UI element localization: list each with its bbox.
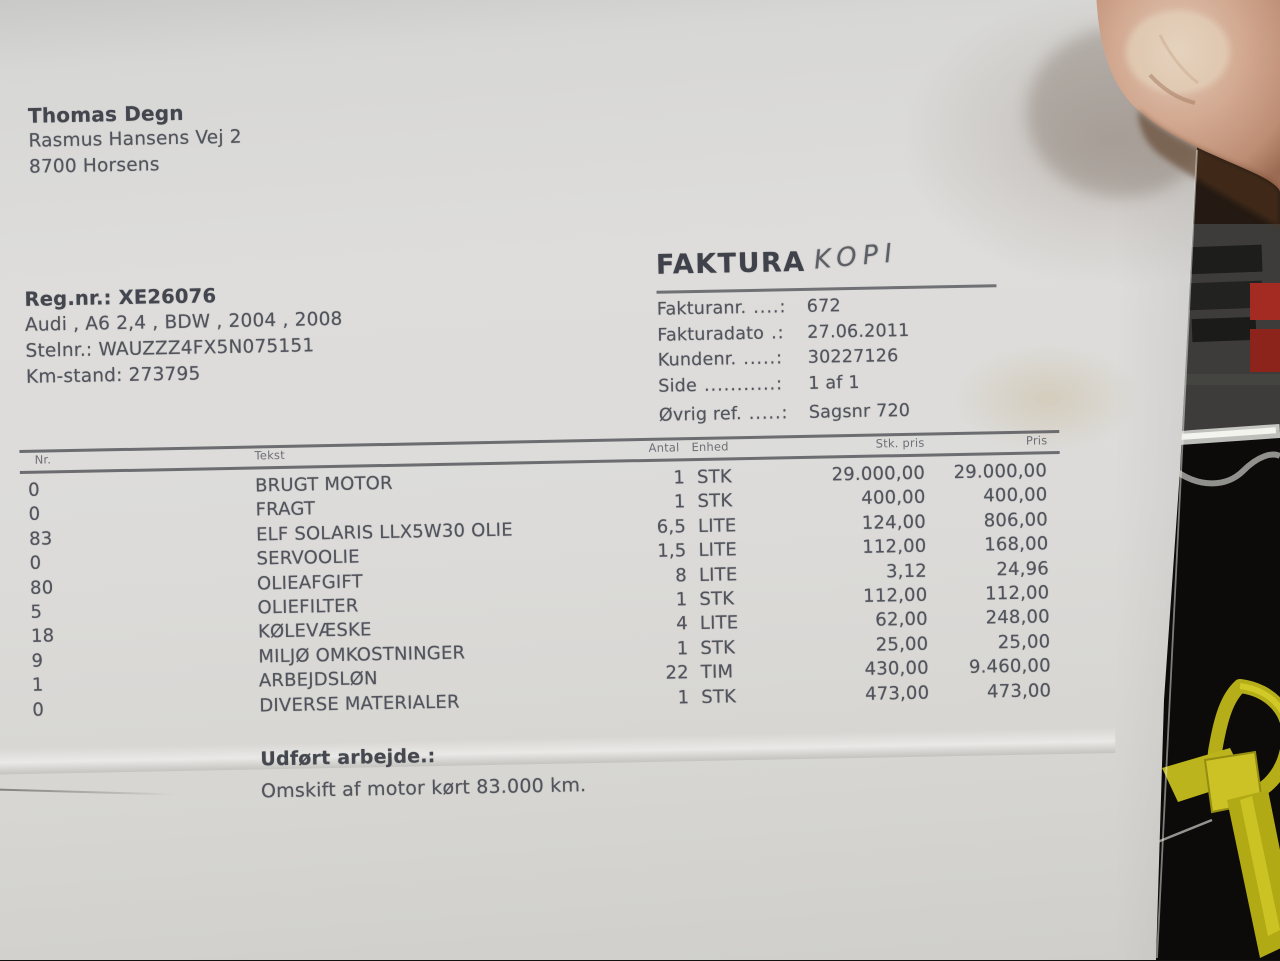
yellow-strap <box>1162 679 1280 958</box>
thumb-crease <box>1158 34 1199 85</box>
thumb-crease <box>1148 73 1196 105</box>
red-machine-detail <box>1250 283 1280 320</box>
wire-highlight <box>1149 818 1213 847</box>
paper-edge-highlight <box>1156 149 1198 959</box>
red-machine-detail <box>1250 329 1280 372</box>
thumb-lower-shading <box>1138 110 1280 228</box>
thumb-callus-highlight <box>1126 10 1230 94</box>
specular-streak <box>1165 423 1280 487</box>
